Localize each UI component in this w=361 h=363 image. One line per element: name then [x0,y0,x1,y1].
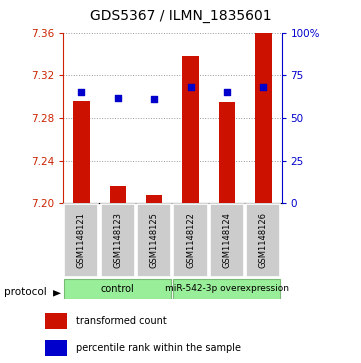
Bar [182,56,199,203]
Point [78,90,84,95]
Point [115,95,121,101]
FancyBboxPatch shape [64,278,171,299]
Point [261,84,266,90]
Bar [73,101,90,203]
Text: GSM1148124: GSM1148124 [222,213,231,268]
FancyBboxPatch shape [137,204,171,277]
Text: GSM1148123: GSM1148123 [113,212,122,269]
FancyBboxPatch shape [174,278,280,299]
Text: GSM1148125: GSM1148125 [150,213,159,268]
Text: transformed count: transformed count [76,316,166,326]
Bar [255,33,271,203]
Text: protocol: protocol [4,287,46,297]
Point [224,90,230,95]
Text: GSM1148122: GSM1148122 [186,213,195,268]
Bar [45,313,66,329]
FancyBboxPatch shape [174,204,208,277]
FancyBboxPatch shape [210,204,244,277]
Bar [45,340,66,356]
Point [151,96,157,102]
FancyBboxPatch shape [246,204,280,277]
Text: miR-542-3p overexpression: miR-542-3p overexpression [165,284,289,293]
Bar [110,186,126,203]
Bar [219,102,235,203]
Point [188,84,193,90]
Bar [146,195,162,203]
FancyBboxPatch shape [64,204,99,277]
Text: GDS5367 / ILMN_1835601: GDS5367 / ILMN_1835601 [90,9,271,23]
Text: GSM1148121: GSM1148121 [77,213,86,268]
FancyBboxPatch shape [101,204,135,277]
Text: control: control [101,284,135,294]
Text: GSM1148126: GSM1148126 [259,212,268,269]
Text: percentile rank within the sample: percentile rank within the sample [76,343,241,353]
